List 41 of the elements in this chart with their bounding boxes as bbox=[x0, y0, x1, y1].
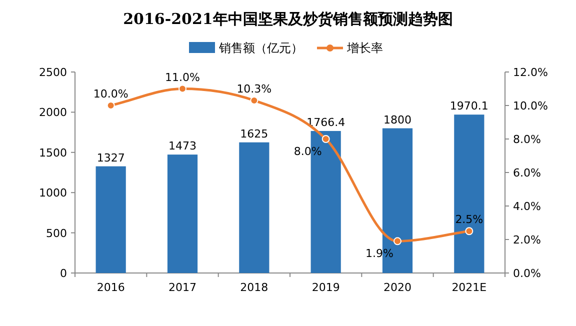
legend-label: 增长率 bbox=[346, 41, 383, 55]
y2-tick-label: 0.0% bbox=[513, 267, 541, 280]
x-tick-label: 2016 bbox=[96, 281, 125, 294]
legend-label: 销售额（亿元） bbox=[218, 41, 303, 55]
bar bbox=[167, 154, 198, 273]
data-label: 1473 bbox=[168, 140, 196, 153]
point bbox=[322, 135, 330, 143]
data-label: 11.0% bbox=[165, 70, 200, 84]
chart-title: 2016-2021年中国坚果及炒货销售额预测趋势图 bbox=[123, 10, 453, 28]
data-label: 10.3% bbox=[236, 82, 272, 96]
x-tick-label: 2021E bbox=[452, 281, 487, 294]
data-label: 1327 bbox=[96, 151, 125, 164]
y2-tick-label: 8.0% bbox=[513, 133, 541, 146]
point bbox=[465, 227, 474, 236]
data-label: 10.0% bbox=[93, 88, 128, 100]
bar bbox=[96, 166, 126, 273]
y2-tick-label: 10.0% bbox=[513, 100, 548, 112]
bar bbox=[454, 114, 484, 273]
y2-tick-label: 4.0% bbox=[513, 200, 541, 213]
x-tick-label: 2019 bbox=[312, 281, 340, 294]
data-label: 1800 bbox=[384, 113, 412, 126]
y-tick-label: 1500 bbox=[39, 146, 67, 160]
y2-tick-label: 12.0% bbox=[513, 66, 548, 79]
data-label: 1766.4 bbox=[306, 116, 346, 129]
y-tick-label: 1000 bbox=[39, 186, 67, 200]
data-label: 1970.1 bbox=[450, 100, 488, 113]
y2-tick-label: 2.0% bbox=[513, 234, 541, 246]
point bbox=[178, 84, 186, 93]
x-tick-label: 2020 bbox=[384, 281, 412, 294]
y2-tick-label: 6.0% bbox=[513, 166, 541, 180]
y-tick-label: 2500 bbox=[39, 66, 67, 79]
data-label: 1625 bbox=[240, 127, 268, 140]
y-tick-label: 0 bbox=[60, 267, 67, 280]
point bbox=[394, 237, 402, 246]
y-tick-label: 2000 bbox=[39, 106, 67, 120]
y-tick-label: 500 bbox=[46, 226, 67, 240]
x-tick-label: 2018 bbox=[240, 281, 268, 294]
point bbox=[106, 102, 115, 110]
bar bbox=[239, 142, 270, 273]
x-tick-label: 2017 bbox=[168, 281, 196, 294]
data-label: 2.5% bbox=[455, 213, 484, 226]
